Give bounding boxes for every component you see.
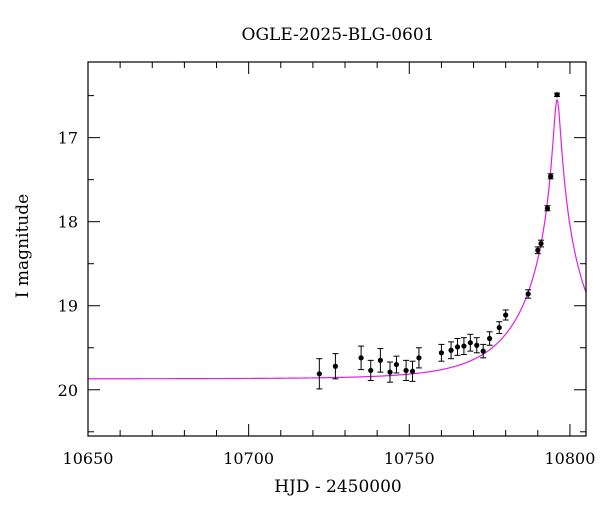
axis-ticks-layer bbox=[87, 62, 586, 436]
data-point bbox=[358, 345, 365, 371]
x-tick-label: 10650 bbox=[63, 449, 114, 468]
data-marker bbox=[554, 92, 560, 98]
data-marker bbox=[448, 347, 454, 353]
data-point bbox=[409, 360, 416, 382]
y-tick-label: 18 bbox=[58, 213, 78, 232]
data-marker bbox=[377, 357, 383, 363]
data-points-layer bbox=[316, 92, 561, 390]
data-marker bbox=[487, 335, 493, 342]
data-marker bbox=[393, 361, 400, 368]
data-marker bbox=[503, 312, 509, 318]
chart-title: OGLE-2025-BLG-0601 bbox=[242, 25, 435, 45]
x-axis-label: HJD - 2450000 bbox=[274, 477, 402, 497]
data-point bbox=[547, 173, 554, 180]
data-point bbox=[538, 239, 545, 248]
data-marker bbox=[438, 350, 445, 356]
data-marker bbox=[454, 344, 461, 350]
data-marker bbox=[409, 368, 416, 374]
data-point bbox=[496, 321, 503, 334]
data-point bbox=[460, 337, 467, 355]
data-point bbox=[316, 358, 323, 390]
data-marker bbox=[332, 363, 338, 369]
data-marker bbox=[467, 340, 473, 346]
data-marker bbox=[496, 324, 502, 331]
data-marker bbox=[416, 355, 422, 361]
data-marker bbox=[535, 247, 541, 253]
data-point bbox=[332, 353, 339, 380]
data-marker bbox=[480, 348, 486, 354]
data-point bbox=[393, 355, 400, 374]
data-point bbox=[403, 359, 410, 382]
data-marker bbox=[474, 342, 480, 348]
data-point bbox=[486, 331, 493, 346]
data-point bbox=[502, 309, 509, 321]
data-marker bbox=[387, 369, 393, 375]
x-tick-label: 10750 bbox=[384, 449, 435, 468]
data-point bbox=[448, 341, 455, 360]
y-tick-label: 19 bbox=[58, 297, 78, 316]
y-tick-label: 20 bbox=[58, 381, 78, 400]
data-point bbox=[554, 92, 561, 98]
data-marker bbox=[358, 355, 364, 361]
data-marker bbox=[525, 291, 531, 297]
data-point bbox=[454, 338, 461, 356]
data-point bbox=[367, 359, 374, 382]
data-marker bbox=[461, 343, 467, 349]
data-point bbox=[467, 333, 474, 352]
data-marker bbox=[316, 371, 322, 377]
tick-labels-layer: 10650 10700 10750 10800 17 18 19 20 bbox=[58, 129, 596, 468]
data-point bbox=[387, 361, 394, 383]
data-point bbox=[473, 337, 480, 354]
model-curve bbox=[88, 98, 587, 380]
data-point bbox=[544, 205, 551, 212]
data-marker bbox=[548, 173, 554, 179]
y-axis-label: I magnitude bbox=[13, 194, 33, 298]
data-marker bbox=[544, 205, 551, 211]
data-marker bbox=[538, 240, 544, 247]
data-point bbox=[480, 343, 487, 359]
y-tick-label: 17 bbox=[58, 129, 78, 148]
data-marker bbox=[403, 367, 409, 374]
data-point bbox=[377, 348, 384, 373]
plot-frame bbox=[87, 61, 587, 437]
data-point bbox=[525, 289, 532, 299]
data-point bbox=[415, 347, 422, 369]
model-curve-layer bbox=[88, 98, 587, 380]
data-point bbox=[438, 343, 445, 362]
x-tick-label: 10700 bbox=[223, 449, 274, 468]
x-tick-label: 10800 bbox=[544, 449, 595, 468]
data-marker bbox=[368, 367, 374, 374]
